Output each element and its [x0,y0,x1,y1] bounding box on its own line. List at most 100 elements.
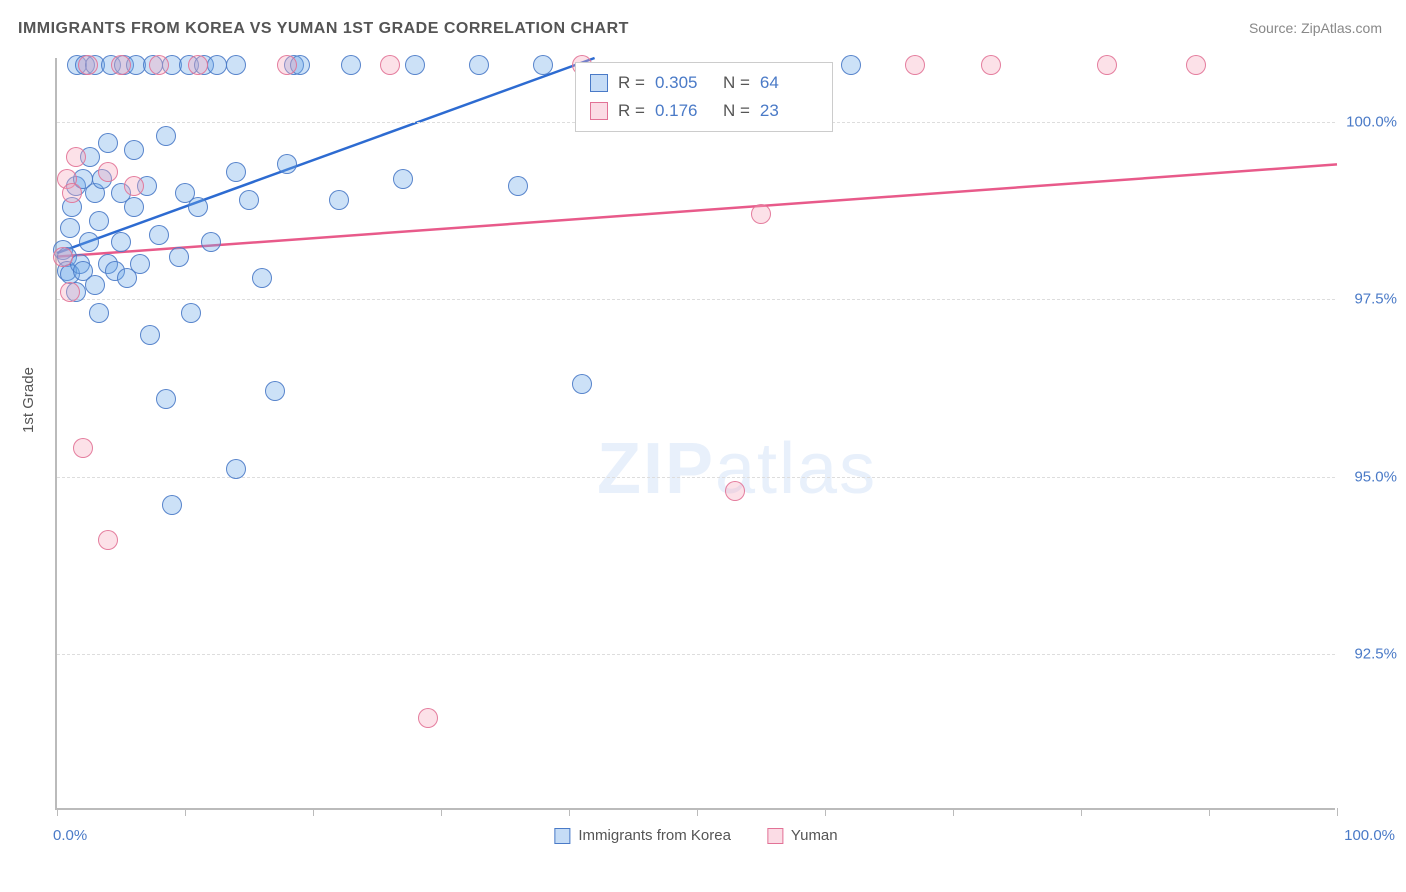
bottom-legend-item: Yuman [767,827,838,844]
data-point [188,197,208,217]
data-point [89,211,109,231]
gridline [57,299,1335,300]
x-tick [697,808,698,816]
plot-area: ZIPatlas 0.0% 100.0% Immigrants from Kor… [55,58,1335,810]
data-point [124,140,144,160]
data-point [111,232,131,252]
data-point [469,55,489,75]
data-point [73,438,93,458]
data-point [60,282,80,302]
data-point [149,55,169,75]
data-point [130,254,150,274]
legend-swatch [554,828,570,844]
x-tick [1337,808,1338,816]
data-point [418,708,438,728]
bottom-legend: Immigrants from Korea Yuman [554,827,837,844]
legend-label: Immigrants from Korea [578,827,731,844]
gridline [57,477,1335,478]
data-point [393,169,413,189]
data-point [226,162,246,182]
data-point [265,381,285,401]
data-point [78,55,98,75]
r-value: 0.305 [655,73,713,93]
data-point [572,374,592,394]
data-point [201,232,221,252]
y-tick-label: 97.5% [1354,291,1397,308]
x-tick [1081,808,1082,816]
data-point [226,459,246,479]
data-point [981,55,1001,75]
x-tick [57,808,58,816]
data-point [252,268,272,288]
data-point [66,147,86,167]
legend-swatch [767,828,783,844]
legend-swatch [590,74,608,92]
legend-label: Yuman [791,827,838,844]
data-point [169,247,189,267]
x-tick [313,808,314,816]
data-point [508,176,528,196]
r-value: 0.176 [655,101,713,121]
data-point [207,55,227,75]
gridline [57,654,1335,655]
data-point [98,530,118,550]
data-point [329,190,349,210]
data-point [188,55,208,75]
bottom-legend-item: Immigrants from Korea [554,827,731,844]
data-point [98,162,118,182]
data-point [1186,55,1206,75]
data-point [725,481,745,501]
data-point [156,126,176,146]
trend-lines-layer [57,58,1335,808]
data-point [181,303,201,323]
data-point [905,55,925,75]
y-tick-label: 92.5% [1354,645,1397,662]
x-tick [1209,808,1210,816]
y-tick-label: 100.0% [1346,113,1397,130]
legend-row: R = 0.176 N = 23 [590,97,818,125]
data-point [277,154,297,174]
data-point [85,275,105,295]
x-tick [441,808,442,816]
data-point [405,55,425,75]
n-value: 64 [760,73,818,93]
x-axis-max-label: 100.0% [1344,827,1395,844]
data-point [124,176,144,196]
legend-swatch [590,102,608,120]
r-label: R = [618,101,645,121]
x-tick [569,808,570,816]
data-point [98,133,118,153]
legend-row: R = 0.305 N = 64 [590,69,818,97]
data-point [380,55,400,75]
data-point [156,389,176,409]
data-point [341,55,361,75]
data-point [140,325,160,345]
x-tick [953,808,954,816]
data-point [149,225,169,245]
data-point [60,218,80,238]
x-tick [185,808,186,816]
n-label: N = [723,73,750,93]
data-point [533,55,553,75]
data-point [62,183,82,203]
n-label: N = [723,101,750,121]
data-point [111,55,131,75]
correlation-legend: R = 0.305 N = 64 R = 0.176 N = 23 [575,62,833,132]
x-axis-min-label: 0.0% [53,827,87,844]
data-point [124,197,144,217]
y-tick-label: 95.0% [1354,468,1397,485]
y-axis-title: 1st Grade [20,367,37,433]
r-label: R = [618,73,645,93]
data-point [89,303,109,323]
n-value: 23 [760,101,818,121]
data-point [751,204,771,224]
x-tick [825,808,826,816]
data-point [841,55,861,75]
chart-title: IMMIGRANTS FROM KOREA VS YUMAN 1ST GRADE… [18,20,629,38]
data-point [1097,55,1117,75]
data-point [162,495,182,515]
data-point [277,55,297,75]
data-point [226,55,246,75]
trend-line [57,164,1337,256]
data-point [79,232,99,252]
